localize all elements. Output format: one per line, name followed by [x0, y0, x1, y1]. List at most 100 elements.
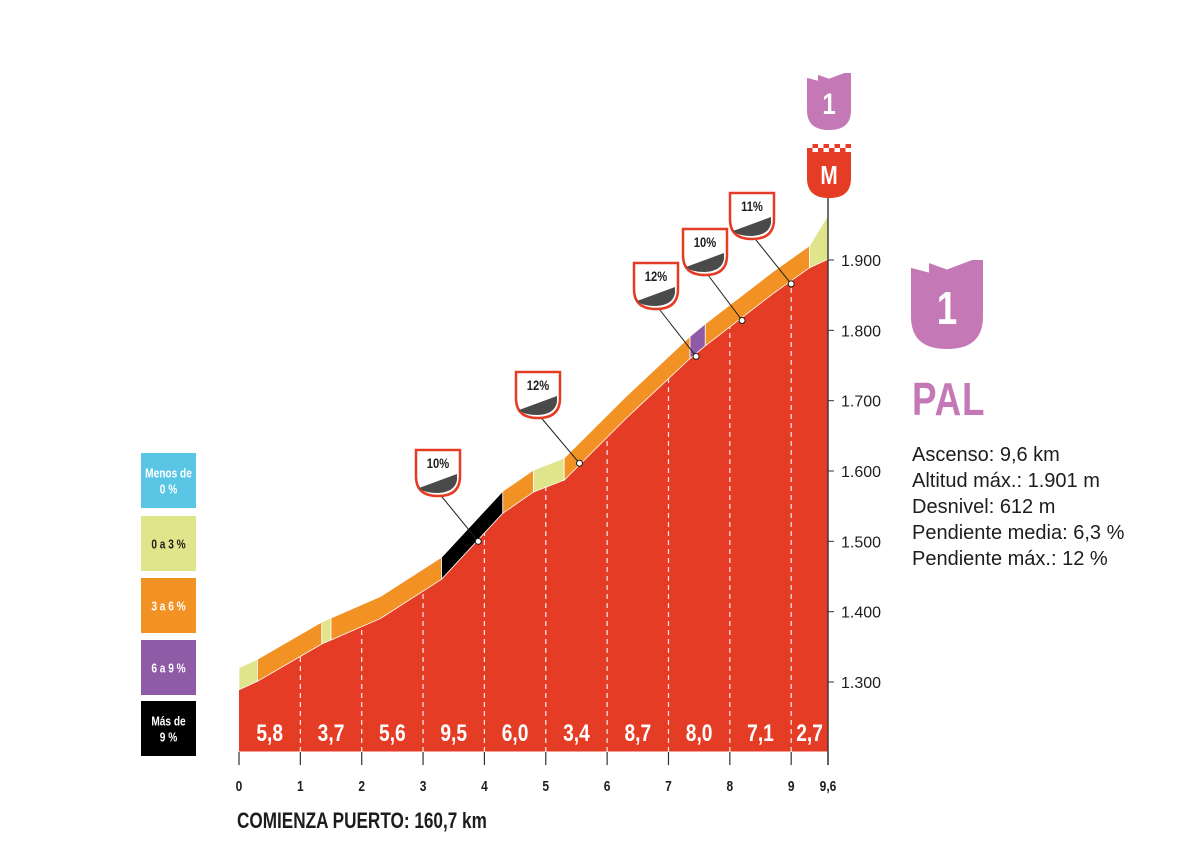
legend-item-medium: 3 a 6 %	[141, 578, 196, 633]
legend-item-steep: Más de 9 %	[141, 701, 196, 756]
x-tick-label: 1	[297, 778, 304, 795]
x-tick-label: 2	[358, 778, 365, 795]
category-badge-number: 1	[937, 282, 957, 334]
climb-stats: Ascenso: 9,6 km Altitud máx.: 1.901 m De…	[912, 442, 1124, 572]
callout-label: 12%	[527, 378, 549, 393]
km-gradient-label: 6,0	[502, 719, 529, 747]
summit-checker-square	[845, 148, 851, 152]
legend-label: 0 a 3 %	[151, 537, 186, 551]
legend-item-down: Menos de 0 %	[141, 453, 196, 508]
callout-point	[474, 537, 482, 545]
y-tick-label: 1.400	[841, 605, 881, 622]
callout-slope-icon	[519, 396, 557, 415]
summit-marker-label: M	[820, 161, 837, 190]
legend-swatch	[141, 578, 196, 633]
callout-slope-icon	[733, 217, 771, 236]
x-tick-label: 9	[788, 778, 795, 795]
summit-checker-square	[807, 144, 813, 148]
y-tick-label: 1.600	[841, 464, 881, 481]
km-gradient-label: 8,0	[686, 719, 713, 747]
callout-point	[787, 280, 795, 288]
km-gradient-label: 7,1	[747, 719, 774, 747]
category-badge-small: 1	[807, 73, 851, 130]
legend-label: 3 a 6 %	[151, 599, 186, 613]
x-tick-label: 9,6	[820, 778, 837, 795]
category-badge-number: 1	[822, 86, 835, 120]
legend-label: 9 %	[160, 730, 178, 744]
callout-leader-line	[655, 304, 697, 357]
climb-name: PAL	[912, 373, 986, 425]
gradient-callout: 12%	[632, 261, 700, 360]
gradient-band-flat	[809, 213, 829, 269]
summit-checker-square	[823, 148, 829, 152]
summit-checker-square	[829, 144, 835, 148]
km-gradient-label: 5,6	[379, 719, 406, 747]
legend-label: 0 %	[160, 482, 178, 496]
summit-checker-square	[812, 148, 818, 152]
x-tick-label: 7	[665, 778, 672, 795]
category-badge-shape	[911, 260, 983, 349]
gradient-callout: 10%	[414, 448, 482, 545]
y-tick-label: 1.700	[841, 394, 881, 411]
legend-swatch	[141, 453, 196, 508]
gradient-callout: 12%	[514, 370, 584, 467]
callout-point	[738, 316, 746, 324]
legend-swatch	[141, 640, 196, 695]
callout-label: 11%	[741, 199, 763, 214]
y-tick-label: 1.300	[841, 675, 881, 692]
km-gradient-label: 3,7	[318, 719, 345, 747]
legend-label: 6 a 9 %	[151, 661, 186, 675]
gradient-band-flat	[321, 617, 332, 645]
summit-shield	[807, 144, 851, 198]
gradient-callout: 11%	[728, 191, 795, 288]
y-tick-label: 1.500	[841, 534, 881, 551]
callout-label: 12%	[645, 269, 667, 284]
category-badge-large: 1	[911, 260, 983, 349]
stat-ascent: Ascenso: 9,6 km	[912, 444, 1060, 466]
legend-label: Menos de	[145, 466, 192, 480]
legend-swatch	[141, 701, 196, 756]
y-tick-label: 1.900	[841, 253, 881, 270]
gradient-callout: 10%	[681, 227, 746, 324]
x-tick-label: 8	[726, 778, 733, 795]
callout-leader-line	[704, 270, 743, 321]
summit-checker-square	[818, 144, 824, 148]
y-tick-label: 1.800	[841, 323, 881, 340]
x-tick-label: 4	[481, 778, 488, 795]
start-note: COMIENZA PUERTO: 160,7 km	[237, 808, 487, 833]
callout-point	[692, 352, 700, 360]
stat-avg-gradient: Pendiente media: 6,3 %	[912, 522, 1125, 544]
callout-leader-line	[437, 491, 479, 542]
km-gradient-label: 2,7	[796, 719, 823, 747]
legend-item-flat: 0 a 3 %	[141, 516, 196, 571]
km-gradient-label: 9,5	[440, 719, 467, 747]
km-gradient-label: 3,4	[563, 719, 590, 747]
x-tick-label: 6	[604, 778, 611, 795]
x-tick-label: 0	[236, 778, 243, 795]
legend-item-hard: 6 a 9 %	[141, 640, 196, 695]
x-tick-label: 5	[542, 778, 549, 795]
profile-area	[239, 259, 828, 752]
legend-swatch	[141, 516, 196, 571]
km-gradient-label: 5,8	[256, 719, 283, 747]
callout-leader-line	[751, 234, 792, 285]
callout-label: 10%	[427, 456, 449, 471]
km-gradient-label: 8,7	[624, 719, 651, 747]
summit-marker: M	[807, 144, 851, 198]
summit-checker-square	[840, 144, 846, 148]
callout-point	[576, 459, 584, 467]
x-tick-label: 3	[420, 778, 427, 795]
stat-max-gradient: Pendiente máx.: 12 %	[912, 548, 1108, 570]
stat-max-altitude: Altitud máx.: 1.901 m	[912, 470, 1100, 492]
callout-slope-icon	[686, 253, 724, 272]
legend-label: Más de	[151, 714, 186, 728]
callout-slope-icon	[637, 287, 675, 306]
stat-elevation-gain: Desnivel: 612 m	[912, 496, 1056, 518]
summit-checker-square	[834, 148, 840, 152]
callout-slope-icon	[419, 474, 457, 493]
callout-label: 10%	[694, 235, 716, 250]
category-badge-shape	[807, 73, 851, 130]
callout-leader-line	[537, 413, 580, 464]
